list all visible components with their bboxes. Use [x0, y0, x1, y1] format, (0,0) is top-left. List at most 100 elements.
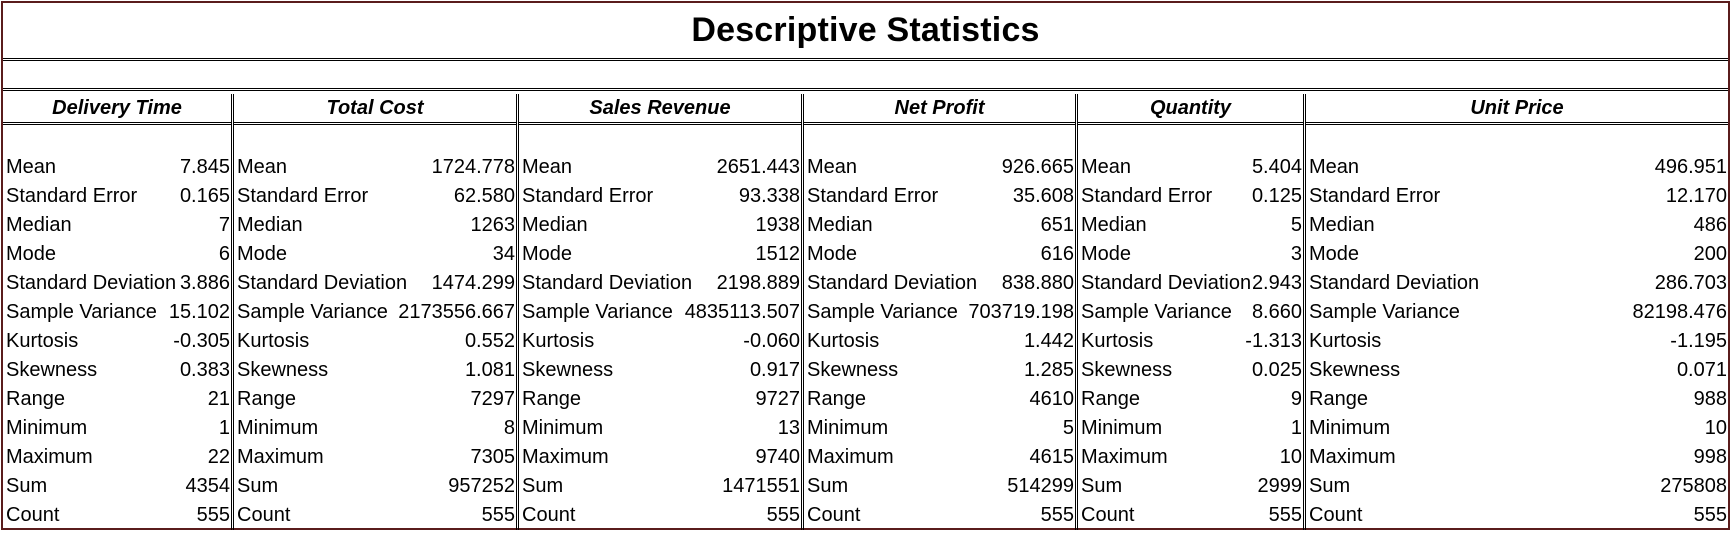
- stat-label: Standard Deviation: [807, 272, 978, 294]
- stat-value: 555: [196, 504, 230, 526]
- stat-label: Mode: [522, 243, 573, 265]
- stat-value: 1.285: [1023, 359, 1074, 381]
- stat-label: Minimum: [522, 417, 604, 439]
- stat-value: 1938: [755, 214, 801, 236]
- stat-row: Standard Deviation 286.703: [1306, 269, 1728, 298]
- stat-value: 10: [1704, 417, 1727, 439]
- stat-value: 286.703: [1654, 272, 1727, 294]
- stat-row: Count 555: [519, 501, 801, 530]
- stat-value: 514299: [1007, 475, 1074, 497]
- stat-value: 22: [207, 446, 230, 468]
- stat-label: Count: [1309, 504, 1363, 526]
- stat-value: 2.943: [1251, 272, 1302, 294]
- stat-value: 15.102: [168, 301, 230, 323]
- stat-value: 93.338: [738, 185, 800, 207]
- stat-label: Maximum: [1309, 446, 1396, 468]
- stat-label: Count: [522, 504, 576, 526]
- stat-rows: Mean 926.665 Standard Error 35.608 Median 651…: [804, 153, 1075, 530]
- stat-label: Skewness: [1081, 359, 1173, 381]
- stat-value: 0.025: [1251, 359, 1302, 381]
- stat-label: Standard Error: [6, 185, 138, 207]
- column-header: Quantity: [1078, 94, 1303, 125]
- stat-row: Sum 514299: [804, 472, 1075, 501]
- stat-row: Median 651: [804, 211, 1075, 240]
- stat-value: 1: [218, 417, 230, 439]
- stat-row: Mode 3: [1078, 240, 1303, 269]
- stat-label: Median: [1309, 214, 1375, 236]
- stat-label: Mode: [1309, 243, 1360, 265]
- column-header: Delivery Time: [3, 94, 231, 125]
- stat-row: Standard Error 12.170: [1306, 182, 1728, 211]
- stat-row: Count 555: [1306, 501, 1728, 530]
- stat-label: Mode: [1081, 243, 1132, 265]
- stat-value: 7: [218, 214, 230, 236]
- stat-row: Skewness 0.025: [1078, 356, 1303, 385]
- stat-label: Mean: [522, 156, 573, 178]
- stat-row: Maximum 10: [1078, 443, 1303, 472]
- stat-value: 1: [1290, 417, 1302, 439]
- stat-value: 957252: [448, 475, 515, 497]
- stat-value: 13: [777, 417, 800, 439]
- stat-row: Median 486: [1306, 211, 1728, 240]
- stat-label: Maximum: [522, 446, 609, 468]
- stat-value: 926.665: [1001, 156, 1074, 178]
- stats-columns: Delivery Time Mean 7.845 Standard Error 0.16…: [3, 94, 1728, 530]
- stat-label: Skewness: [1309, 359, 1401, 381]
- stat-label: Standard Error: [1309, 185, 1441, 207]
- stat-row: Mode 616: [804, 240, 1075, 269]
- stat-label: Minimum: [237, 417, 319, 439]
- stat-row: Median 1938: [519, 211, 801, 240]
- stat-label: Count: [237, 504, 291, 526]
- stat-value: -0.060: [743, 330, 800, 352]
- stat-row: Count 555: [3, 501, 231, 530]
- stat-row: Sample Variance 4835113.507: [519, 298, 801, 327]
- stat-row: Skewness 1.081: [234, 356, 516, 385]
- stat-value: 555: [1693, 504, 1727, 526]
- stat-row: Count 555: [1078, 501, 1303, 530]
- stat-row: Minimum 10: [1306, 414, 1728, 443]
- stat-value: 616: [1040, 243, 1074, 265]
- stat-value: 6: [218, 243, 230, 265]
- stat-label: Sample Variance: [237, 301, 388, 323]
- stat-value: 1512: [755, 243, 801, 265]
- stat-row: Standard Deviation 1474.299: [234, 269, 516, 298]
- stats-column-delivery-time: Delivery Time Mean 7.845 Standard Error 0.16…: [3, 94, 234, 530]
- stat-row: Minimum 1: [1078, 414, 1303, 443]
- stat-value: 4835113.507: [684, 301, 800, 323]
- stat-value: 9740: [755, 446, 801, 468]
- stats-column-total-cost: Total Cost Mean 1724.778 Standard Error 62.5…: [234, 94, 519, 530]
- stat-label: Standard Deviation: [6, 272, 177, 294]
- stat-label: Mode: [237, 243, 288, 265]
- stat-label: Count: [6, 504, 60, 526]
- stat-row: Standard Error 35.608: [804, 182, 1075, 211]
- stat-value: 62.580: [453, 185, 515, 207]
- stat-label: Skewness: [6, 359, 98, 381]
- stats-column-quantity: Quantity Mean 5.404 Standard Error 0.125 Medi…: [1078, 94, 1306, 530]
- stat-row: Standard Error 93.338: [519, 182, 801, 211]
- stat-value: 703719.198: [968, 301, 1074, 323]
- stat-label: Median: [522, 214, 588, 236]
- stat-row: Minimum 1: [3, 414, 231, 443]
- stat-row: Kurtosis -0.060: [519, 327, 801, 356]
- stat-value: 4610: [1029, 388, 1075, 410]
- stat-label: Minimum: [807, 417, 889, 439]
- stat-value: 4615: [1029, 446, 1075, 468]
- stat-row: Mode 34: [234, 240, 516, 269]
- stat-row: Sum 1471551: [519, 472, 801, 501]
- stats-column-sales-revenue: Sales Revenue Mean 2651.443 Standard Error 9…: [519, 94, 804, 530]
- stat-label: Sample Variance: [6, 301, 157, 323]
- stat-row: Mode 1512: [519, 240, 801, 269]
- stat-rows: Mean 5.404 Standard Error 0.125 Median 5 Mode 3…: [1078, 153, 1303, 530]
- stat-row: Minimum 8: [234, 414, 516, 443]
- stat-row: Range 9: [1078, 385, 1303, 414]
- stat-row: Median 7: [3, 211, 231, 240]
- stat-value: 1.442: [1023, 330, 1074, 352]
- stat-value: -1.313: [1245, 330, 1302, 352]
- stat-label: Kurtosis: [807, 330, 880, 352]
- stat-row: Maximum 998: [1306, 443, 1728, 472]
- stat-label: Sample Variance: [1309, 301, 1460, 323]
- stat-row: Mode 200: [1306, 240, 1728, 269]
- stat-value: 1474.299: [431, 272, 515, 294]
- stat-label: Standard Error: [807, 185, 939, 207]
